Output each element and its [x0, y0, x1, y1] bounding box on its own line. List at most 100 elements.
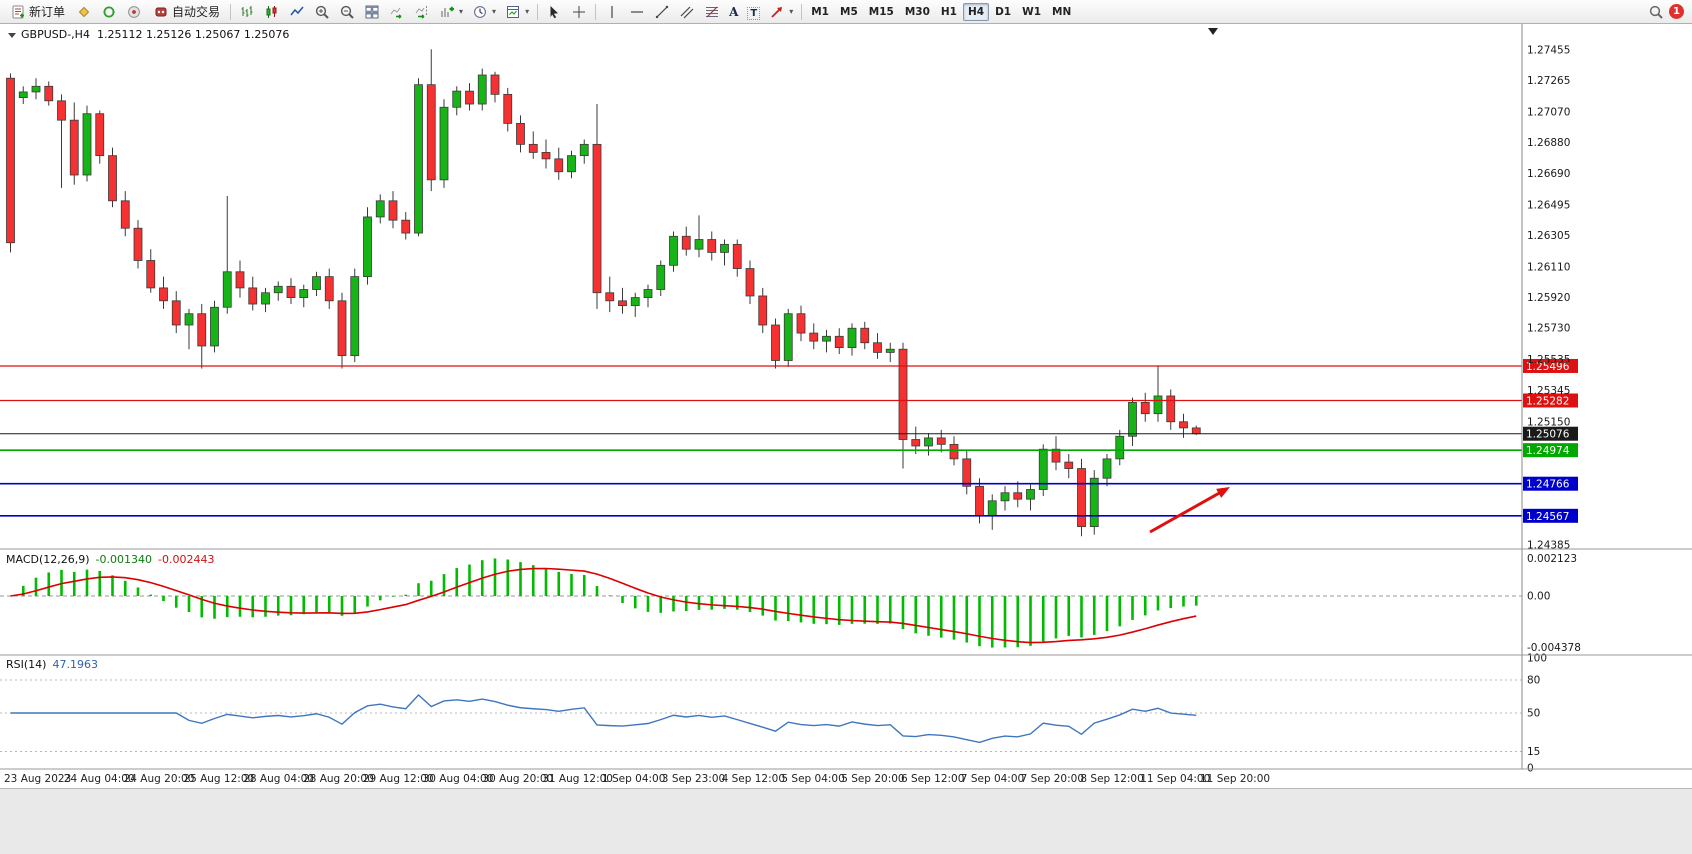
arrow-annotation-head[interactable]	[1216, 487, 1230, 498]
time-axis-label: 7 Sep 20:00	[1021, 773, 1084, 785]
price-axis-label: 1.26690	[1527, 168, 1570, 180]
tile-windows-icon	[365, 5, 379, 18]
symbol-period-label: GBPUSD-,H4	[21, 28, 90, 41]
vertical-line-button[interactable]	[600, 2, 624, 22]
timeframe-button-m30[interactable]: M30	[900, 3, 935, 21]
timeframe-button-mn[interactable]: MN	[1047, 3, 1076, 21]
candlestick-button[interactable]	[260, 2, 284, 22]
timeframe-button-d1[interactable]: D1	[990, 3, 1016, 21]
timeframe-button-m5[interactable]: M5	[835, 3, 863, 21]
time-axis-label: 5 Sep 20:00	[841, 773, 904, 785]
candle-body	[350, 276, 360, 357]
candle-body	[197, 313, 207, 347]
cursor-button[interactable]	[542, 2, 566, 22]
zoom-out-button[interactable]	[335, 2, 359, 22]
candle-body	[1140, 402, 1150, 415]
macd-signal-line	[10, 567, 1197, 644]
price-axis[interactable]: 1.25496 1.25282 1.25076 1.24974 1.24766 1.245…	[1523, 45, 1581, 775]
time-axis-label: 11 Sep 20:00	[1200, 773, 1270, 785]
zoom-out-icon	[340, 5, 354, 19]
chart-window[interactable]: 1.25496 1.25282 1.25076 1.24974 1.24766 1.245…	[0, 24, 1692, 788]
arrows-button[interactable]	[765, 2, 797, 22]
ohlc-values: 1.25112 1.25126 1.25067 1.25076	[96, 28, 290, 41]
price-axis-label: 1.25535	[1527, 354, 1570, 366]
candle-body	[834, 335, 844, 348]
chart-shift-button[interactable]	[410, 2, 434, 22]
fibonacci-button[interactable]	[700, 2, 724, 22]
arrow-annotation[interactable]	[1149, 488, 1226, 534]
chart-canvas[interactable]: 1.25496 1.25282 1.25076 1.24974 1.24766 1.245…	[0, 24, 1692, 788]
text-button[interactable]	[725, 2, 742, 22]
candle-body	[184, 313, 194, 326]
bar-chart-button[interactable]	[235, 2, 259, 22]
search-button[interactable]	[1644, 2, 1668, 22]
community-button[interactable]	[122, 2, 146, 22]
candle-body	[1026, 489, 1035, 500]
time-axis-label: 30 Aug 04:00	[423, 773, 494, 785]
price-axis-label: 1.25920	[1527, 292, 1570, 304]
time-axis-label: 28 Aug 04:00	[243, 773, 314, 785]
candle-body	[541, 152, 551, 160]
candle-body	[388, 200, 398, 221]
timeframe-button-h4[interactable]: H4	[962, 2, 990, 21]
candle-body	[6, 77, 15, 244]
indicators-button[interactable]	[435, 2, 467, 22]
timeframe-button-w1[interactable]: W1	[1017, 3, 1046, 21]
candle-body	[1191, 427, 1201, 435]
line-chart-button[interactable]	[285, 2, 309, 22]
candle-body	[1166, 395, 1176, 423]
candle-body	[758, 295, 768, 326]
label-button[interactable]	[743, 2, 764, 22]
trendline-button[interactable]	[650, 2, 674, 22]
candle-body	[363, 216, 372, 278]
channel-button[interactable]	[675, 2, 699, 22]
price-axis-label: 1.26305	[1527, 230, 1570, 242]
chart-shift-icon	[415, 5, 428, 19]
indicators-icon	[441, 6, 455, 17]
candle-body	[656, 264, 666, 290]
timeframe-button-h1[interactable]: H1	[936, 3, 962, 21]
candle-body	[159, 287, 168, 302]
crosshair-button[interactable]	[567, 2, 591, 22]
macd-pane[interactable]	[0, 558, 1522, 648]
horizontal-line-button[interactable]	[625, 2, 649, 22]
timeframe-button-m15[interactable]: M15	[864, 3, 899, 21]
new-order-button[interactable]: 新订单	[4, 2, 71, 22]
candle-body	[1077, 468, 1086, 528]
tile-windows-button[interactable]	[360, 2, 384, 22]
price-pane[interactable]	[0, 28, 1522, 537]
candle-body	[694, 239, 704, 250]
candle-body	[44, 85, 54, 102]
refresh-button[interactable]	[97, 2, 121, 22]
rsi-axis-label: 50	[1527, 708, 1540, 720]
autoscroll-button[interactable]	[385, 2, 409, 22]
candle-body	[1153, 395, 1163, 415]
mql-community-button[interactable]	[72, 2, 96, 22]
time-axis-label: 4 Sep 12:00	[722, 773, 785, 785]
price-axis-label: 1.26110	[1527, 261, 1570, 273]
candle-body	[337, 300, 347, 357]
candle-body	[18, 91, 28, 98]
candle-body	[222, 271, 232, 308]
timeframe-button-m1[interactable]: M1	[806, 3, 834, 21]
candle-body	[1102, 458, 1112, 479]
zoom-in-button[interactable]	[310, 2, 334, 22]
candle-body	[579, 143, 589, 157]
rsi-pane[interactable]	[0, 679, 1522, 752]
toolbar-separator	[230, 3, 232, 20]
quote-collapse-caret-icon[interactable]	[8, 33, 16, 38]
price-tag	[1523, 426, 1578, 441]
price-tag	[1523, 358, 1578, 373]
candle-body	[1179, 421, 1188, 429]
candle-body	[860, 327, 870, 344]
hline-icon	[631, 10, 644, 13]
candle-body	[681, 235, 691, 250]
macd-name: MACD(12,26,9)	[6, 553, 90, 566]
text-icon	[729, 5, 738, 19]
notification-badge[interactable]: 1	[1669, 4, 1684, 19]
autotrading-button[interactable]: 自动交易	[147, 2, 226, 22]
templates-button[interactable]	[501, 2, 533, 22]
periods-button[interactable]	[468, 2, 500, 22]
price-tag-label: 1.25076	[1526, 429, 1570, 441]
